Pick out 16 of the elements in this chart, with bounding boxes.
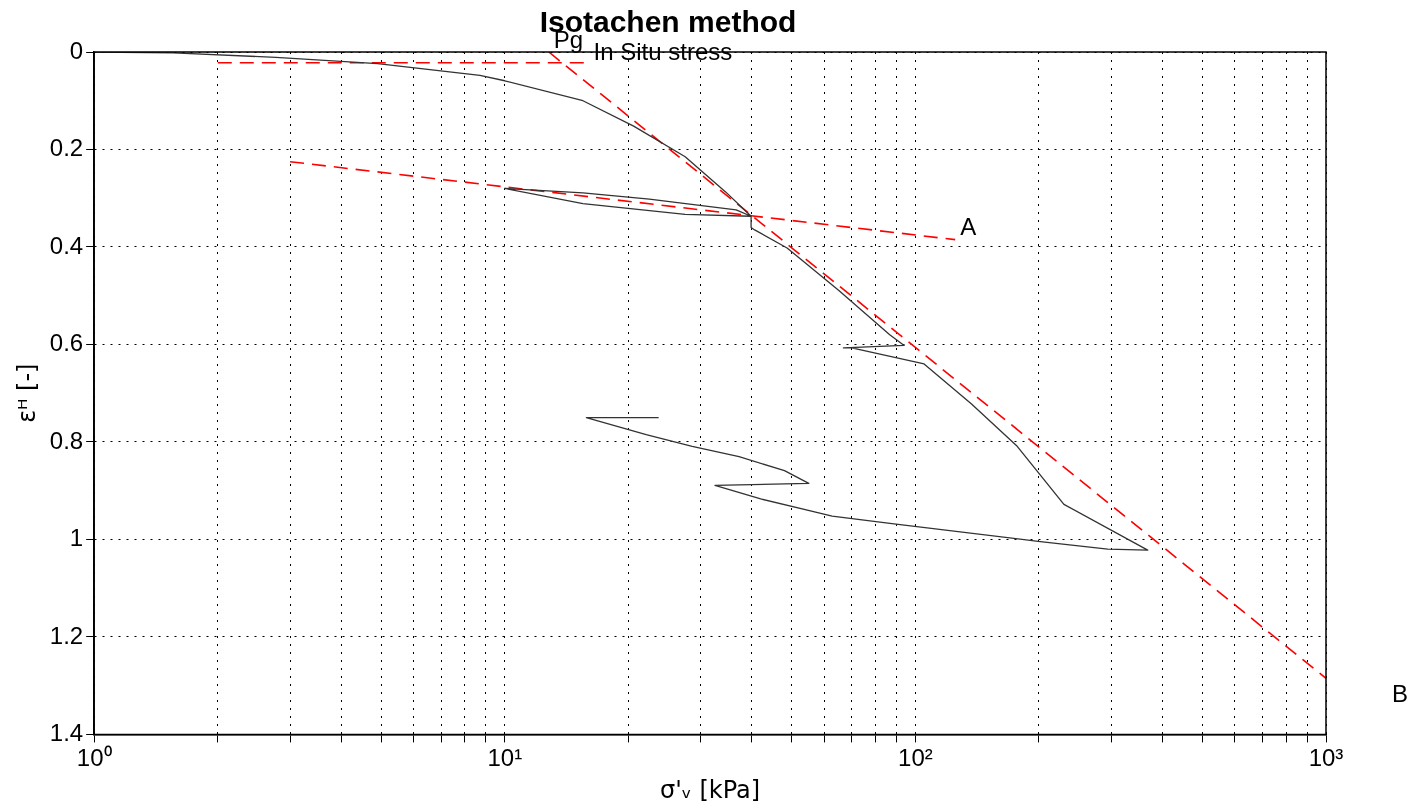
x-tick-label: 10³: [1308, 744, 1344, 772]
annotation: A: [960, 213, 977, 241]
y-tick-label: 0.6: [49, 329, 84, 357]
y-tick-label: 0.8: [49, 426, 84, 454]
x-tick-label: 10¹: [487, 744, 523, 772]
x-tick-label: 10⁰: [76, 744, 112, 772]
y-tick-label: 1.2: [49, 621, 84, 649]
y-tick-label: 1.4: [49, 719, 84, 747]
x-tick-label: 10²: [898, 744, 933, 772]
y-tick-label: 0.4: [49, 231, 84, 259]
y-tick-label: 0.2: [49, 134, 84, 162]
y-tick-label: 1: [69, 524, 84, 552]
text: B: [1391, 680, 1408, 708]
y-tick-label: 0: [69, 36, 84, 64]
y-axis-title: εᴴ [-]: [12, 363, 41, 423]
x-axis-title: σ'ᵥ [kPa]: [660, 775, 761, 804]
